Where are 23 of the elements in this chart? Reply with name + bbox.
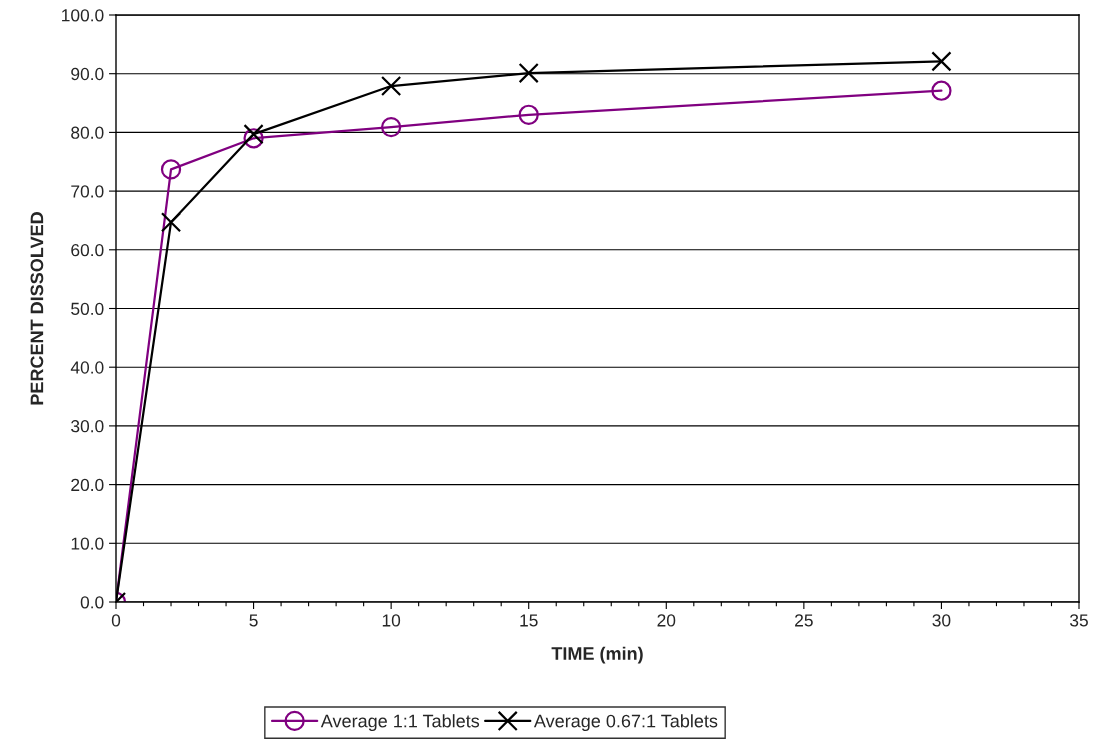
x-axis-title: TIME (min): [551, 646, 643, 664]
y-tick-label: 40.0: [70, 361, 104, 374]
legend-label: Average 1:1 Tablets: [320, 714, 480, 731]
x-tick-label: 15: [520, 614, 538, 627]
x-tick-label: 30: [932, 614, 951, 627]
y-tick-label: 30.0: [71, 420, 104, 433]
y-tick-label: 100.0: [62, 9, 104, 22]
x-tick-label: 25: [795, 614, 813, 627]
y-tick-label: 60.0: [71, 243, 104, 257]
x-tick-label: 0: [111, 614, 121, 627]
y-tick-label: 50.0: [71, 302, 104, 315]
y-tick-label: 10.0: [71, 537, 104, 550]
x-tick-label: 10: [382, 614, 401, 627]
y-tick-label: 20.0: [71, 478, 104, 492]
y-tick-label: 0.0: [80, 596, 104, 609]
y-axis-title: PERCENT DISSOLVED: [30, 212, 44, 405]
x-tick-label: 20: [657, 614, 676, 627]
y-tick-label: 80.0: [71, 126, 104, 139]
legend-label: Average 0.67:1 Tablets: [533, 714, 718, 731]
x-tick-label: 5: [249, 614, 258, 627]
y-tick-label: 90.0: [71, 67, 104, 81]
x-tick-label: 35: [1070, 614, 1088, 627]
y-tick-label: 70.0: [71, 185, 104, 198]
